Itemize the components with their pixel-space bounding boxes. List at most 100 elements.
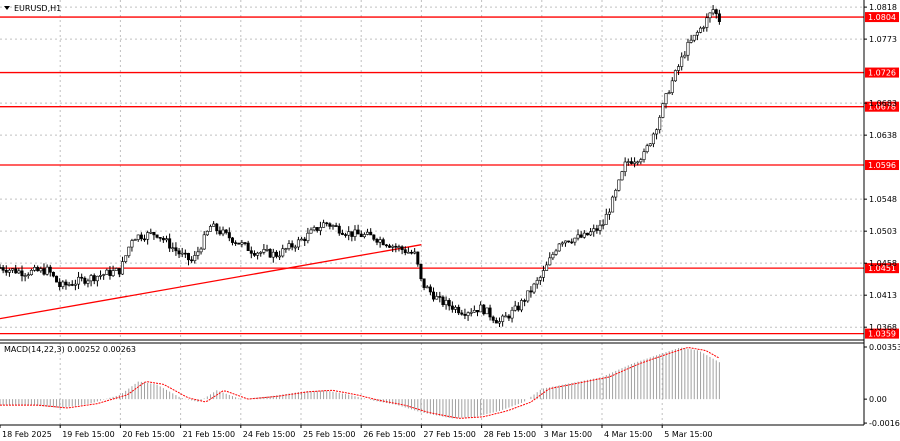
candle-body (196, 251, 200, 256)
candle-body (7, 269, 11, 273)
candle-body (592, 228, 596, 233)
candle-body (105, 269, 109, 275)
x-tick-label: 4 Mar 15:00 (604, 430, 652, 439)
candle-body (268, 249, 272, 258)
candle-body (127, 246, 131, 257)
candle-body (400, 246, 404, 251)
candle-body (413, 251, 417, 254)
symbol-title: EURUSD,H1 (14, 4, 61, 13)
candle-body (149, 231, 153, 234)
candle-body (180, 252, 184, 255)
candle-body (501, 315, 505, 322)
candle-body (604, 213, 608, 225)
x-tick-label: 28 Feb 15:00 (484, 430, 536, 439)
candle-body (557, 243, 561, 252)
candle-body (516, 305, 520, 311)
candle-body (158, 237, 162, 239)
candle-body (186, 252, 190, 261)
candle-body (315, 227, 319, 231)
level-tag (865, 263, 899, 274)
candle-body (601, 224, 605, 226)
candle-body (416, 251, 420, 265)
candle-body (369, 231, 373, 236)
candle-body (193, 255, 197, 261)
candle-body (67, 284, 71, 286)
candle-body (384, 244, 388, 247)
y-tick-label: 1.0548 (869, 195, 897, 204)
candle-body (717, 13, 721, 22)
candle-body (428, 286, 432, 293)
candle-body (491, 316, 495, 321)
candle-body (290, 243, 294, 248)
x-tick-label: 18 Feb 2025 (2, 430, 52, 439)
candle-body (538, 277, 542, 281)
candle-body (507, 315, 511, 319)
candle-body (278, 255, 282, 258)
candle-body (73, 283, 77, 286)
candle-body (117, 268, 121, 275)
candle-body (303, 238, 307, 242)
x-tick-label: 24 Feb 15:00 (243, 430, 295, 439)
candle-body (215, 223, 219, 232)
candle-body (560, 242, 564, 245)
macd-panel (0, 346, 720, 419)
candle-body (14, 268, 18, 274)
candle-body (623, 161, 627, 172)
candle-body (362, 234, 366, 238)
candle-body (334, 225, 338, 227)
candle-body (677, 66, 681, 71)
level-tag-label: 1.0804 (868, 13, 896, 22)
candle-body (80, 276, 84, 279)
candle-body (391, 245, 395, 248)
candle-body (252, 253, 256, 256)
candle-body (20, 270, 24, 277)
candle-body (475, 310, 479, 313)
y-tick-label: 1.0773 (869, 35, 897, 44)
candle-body (664, 93, 668, 105)
y-tick-label: 1.0683 (869, 99, 897, 108)
candle-body (161, 237, 165, 241)
candle-body (92, 275, 96, 282)
candle-body (570, 241, 574, 244)
candle-body (262, 249, 266, 253)
candle-body (526, 290, 530, 302)
candle-body (523, 300, 527, 302)
candle-body (284, 248, 288, 250)
candle-body (99, 275, 103, 277)
candle-body (0, 267, 2, 269)
candle-body (108, 269, 112, 277)
candle-body (281, 248, 285, 257)
candle-body (494, 320, 498, 324)
triangle-down-icon[interactable] (4, 6, 10, 10)
horizontal-levels: 1.0804 1.0726 1.0678 1.0596 1.0451 1.0359 (0, 12, 899, 339)
candle-body (375, 238, 379, 243)
level-tag (865, 328, 899, 339)
candle-body (438, 296, 442, 298)
candle-body (136, 234, 140, 240)
candle-body (432, 291, 436, 300)
candle-body (259, 252, 263, 254)
candle-body (472, 310, 476, 313)
candle-body (237, 242, 241, 245)
level-tag (865, 67, 899, 78)
x-tick-label: 21 Feb 15:00 (183, 430, 235, 439)
candle-body (397, 246, 401, 249)
candle-body (344, 234, 348, 236)
candle-body (243, 242, 247, 244)
candle-body (114, 268, 118, 271)
candle-body (42, 268, 46, 275)
candle-body (11, 268, 15, 271)
level-tag-label: 1.0726 (868, 69, 896, 78)
candle-body (17, 270, 21, 274)
candle-body (504, 315, 508, 318)
candle-body (325, 222, 329, 225)
candle-body (585, 232, 589, 236)
candle-body (174, 247, 178, 252)
candle-body (293, 246, 297, 249)
candles (0, 5, 721, 328)
candle-body (111, 270, 115, 277)
candle-body (425, 286, 429, 289)
candle-body (532, 283, 536, 293)
x-tick-label: 3 Mar 15:00 (544, 430, 592, 439)
